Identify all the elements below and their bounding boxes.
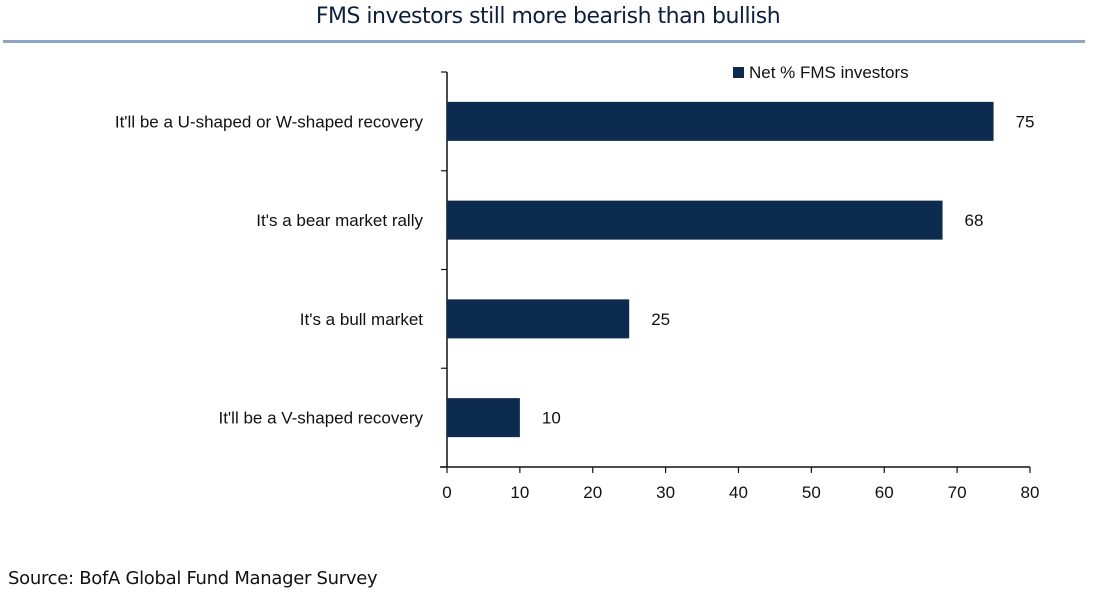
x-tick-label: 20 <box>583 483 602 502</box>
bar <box>447 299 630 339</box>
source-note: Source: BofA Global Fund Manager Survey <box>8 568 378 589</box>
x-tick-label: 50 <box>802 483 821 502</box>
x-tick-label: 10 <box>510 483 529 502</box>
category-label: It'll be a V-shaped recovery <box>218 409 423 428</box>
x-tick-label: 70 <box>948 483 967 502</box>
bar-chart: 0 10 20 30 40 50 60 70 80 It'll be a U-shaped or … <box>115 63 1040 502</box>
legend-swatch <box>733 67 744 78</box>
title-divider <box>3 40 1085 43</box>
category-label: It's a bear market rally <box>256 211 423 230</box>
data-label: 10 <box>542 409 561 428</box>
legend-label: Net % FMS investors <box>749 63 909 82</box>
bar <box>447 200 943 240</box>
x-tick-label: 60 <box>875 483 894 502</box>
bar <box>447 398 520 438</box>
data-label: 68 <box>965 211 984 230</box>
data-label: 25 <box>651 310 670 329</box>
category-label: It's a bull market <box>300 310 424 329</box>
bar <box>447 101 994 141</box>
chart-title: FMS investors still more bearish than bu… <box>315 4 781 29</box>
x-tick-label: 80 <box>1021 483 1040 502</box>
category-label: It'll be a U-shaped or W-shaped recovery <box>115 112 424 131</box>
x-tick-label: 40 <box>729 483 748 502</box>
x-tick-label: 30 <box>656 483 675 502</box>
x-tick-label: 0 <box>442 483 451 502</box>
data-label: 75 <box>1016 112 1035 131</box>
